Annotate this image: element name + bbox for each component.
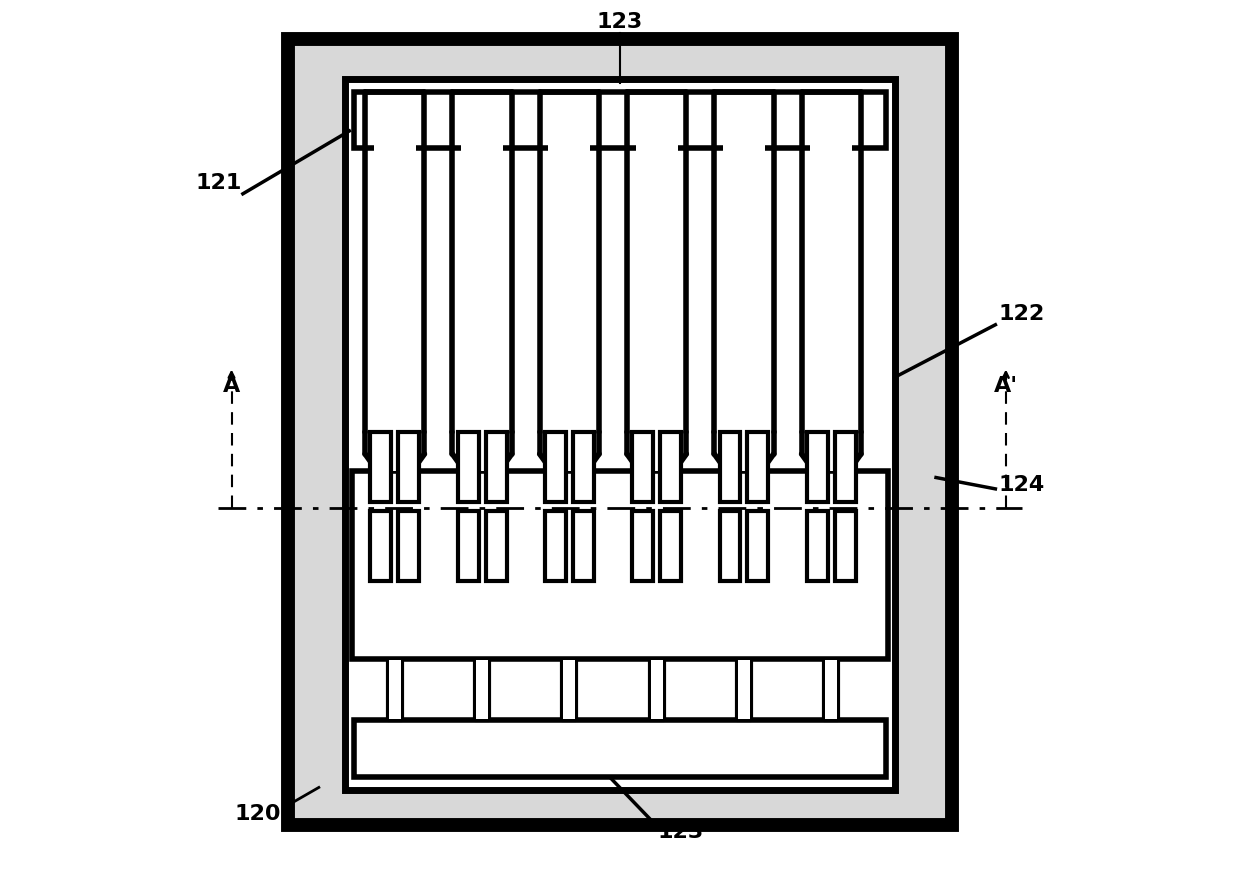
Bar	[486, 511, 506, 581]
Bar	[352, 471, 888, 659]
Bar	[835, 432, 856, 502]
Bar	[461, 100, 503, 432]
Bar	[548, 100, 590, 432]
Bar	[458, 432, 479, 502]
Bar	[458, 511, 479, 581]
Bar	[636, 100, 677, 432]
Bar	[353, 720, 887, 777]
Bar	[388, 432, 402, 471]
Bar	[476, 660, 489, 719]
Bar	[563, 660, 575, 719]
Bar	[660, 432, 681, 502]
Text: 122: 122	[998, 305, 1045, 324]
Bar	[563, 432, 577, 471]
Bar	[544, 511, 565, 581]
Text: 120: 120	[234, 804, 281, 823]
Bar	[719, 432, 740, 502]
Bar	[719, 511, 740, 581]
Bar	[807, 432, 828, 502]
Text: 124: 124	[998, 475, 1045, 494]
Bar	[388, 660, 401, 719]
Bar	[345, 79, 895, 790]
Bar	[353, 92, 887, 148]
Text: 121: 121	[195, 174, 242, 193]
Bar	[825, 432, 838, 471]
Bar	[632, 511, 653, 581]
Bar	[737, 432, 751, 471]
Bar	[807, 511, 828, 581]
Bar	[835, 511, 856, 581]
Bar	[398, 432, 419, 502]
Text: A: A	[223, 376, 241, 395]
Bar	[573, 511, 594, 581]
Text: 123: 123	[658, 822, 704, 842]
Bar	[825, 660, 837, 719]
Bar	[632, 432, 653, 502]
Bar	[651, 660, 662, 719]
Bar	[371, 511, 392, 581]
Bar	[544, 432, 565, 502]
Text: 123: 123	[596, 12, 644, 31]
Bar	[738, 660, 750, 719]
Bar	[810, 100, 852, 432]
Bar	[573, 432, 594, 502]
Bar	[288, 39, 952, 825]
Text: A': A'	[993, 376, 1018, 395]
Bar	[475, 432, 489, 471]
Bar	[748, 432, 769, 502]
Bar	[660, 511, 681, 581]
Bar	[398, 511, 419, 581]
Bar	[723, 100, 765, 432]
Bar	[371, 432, 392, 502]
Bar	[650, 432, 663, 471]
Bar	[748, 511, 769, 581]
Bar	[373, 100, 415, 432]
Bar	[486, 432, 506, 502]
